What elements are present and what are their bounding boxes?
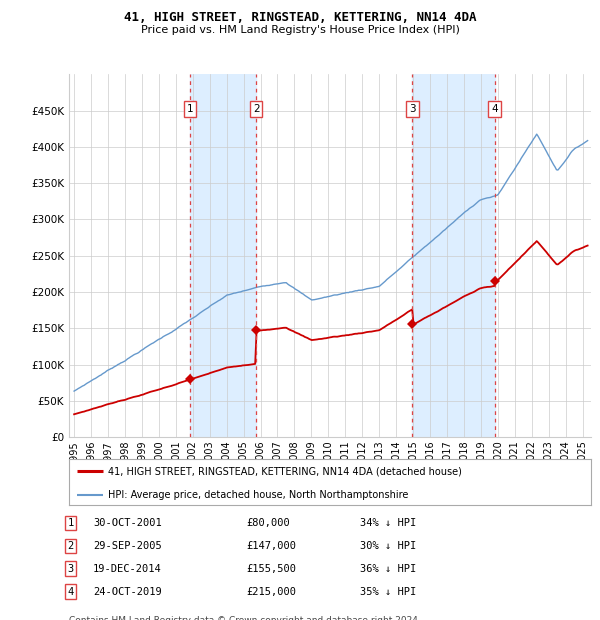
Text: Contains HM Land Registry data © Crown copyright and database right 2024.
This d: Contains HM Land Registry data © Crown c… — [69, 616, 421, 620]
Text: HPI: Average price, detached house, North Northamptonshire: HPI: Average price, detached house, Nort… — [108, 490, 409, 500]
Text: £80,000: £80,000 — [246, 518, 290, 528]
Text: 41, HIGH STREET, RINGSTEAD, KETTERING, NN14 4DA: 41, HIGH STREET, RINGSTEAD, KETTERING, N… — [124, 11, 476, 24]
Text: 30-OCT-2001: 30-OCT-2001 — [93, 518, 162, 528]
Text: £147,000: £147,000 — [246, 541, 296, 551]
Text: 35% ↓ HPI: 35% ↓ HPI — [360, 587, 416, 596]
Text: 19-DEC-2014: 19-DEC-2014 — [93, 564, 162, 574]
Text: 29-SEP-2005: 29-SEP-2005 — [93, 541, 162, 551]
Text: 4: 4 — [491, 104, 498, 114]
Text: 24-OCT-2019: 24-OCT-2019 — [93, 587, 162, 596]
Bar — [190, 74, 256, 437]
Text: £215,000: £215,000 — [246, 587, 296, 596]
Text: 34% ↓ HPI: 34% ↓ HPI — [360, 518, 416, 528]
Text: 3: 3 — [68, 564, 74, 574]
Bar — [412, 74, 494, 437]
Text: 2: 2 — [68, 541, 74, 551]
Text: 41, HIGH STREET, RINGSTEAD, KETTERING, NN14 4DA (detached house): 41, HIGH STREET, RINGSTEAD, KETTERING, N… — [108, 466, 462, 476]
Text: 4: 4 — [68, 587, 74, 596]
Text: Price paid vs. HM Land Registry's House Price Index (HPI): Price paid vs. HM Land Registry's House … — [140, 25, 460, 35]
Text: 3: 3 — [409, 104, 416, 114]
Text: 36% ↓ HPI: 36% ↓ HPI — [360, 564, 416, 574]
Text: 1: 1 — [68, 518, 74, 528]
Text: £155,500: £155,500 — [246, 564, 296, 574]
Text: 2: 2 — [253, 104, 260, 114]
Text: 30% ↓ HPI: 30% ↓ HPI — [360, 541, 416, 551]
Text: 1: 1 — [187, 104, 193, 114]
